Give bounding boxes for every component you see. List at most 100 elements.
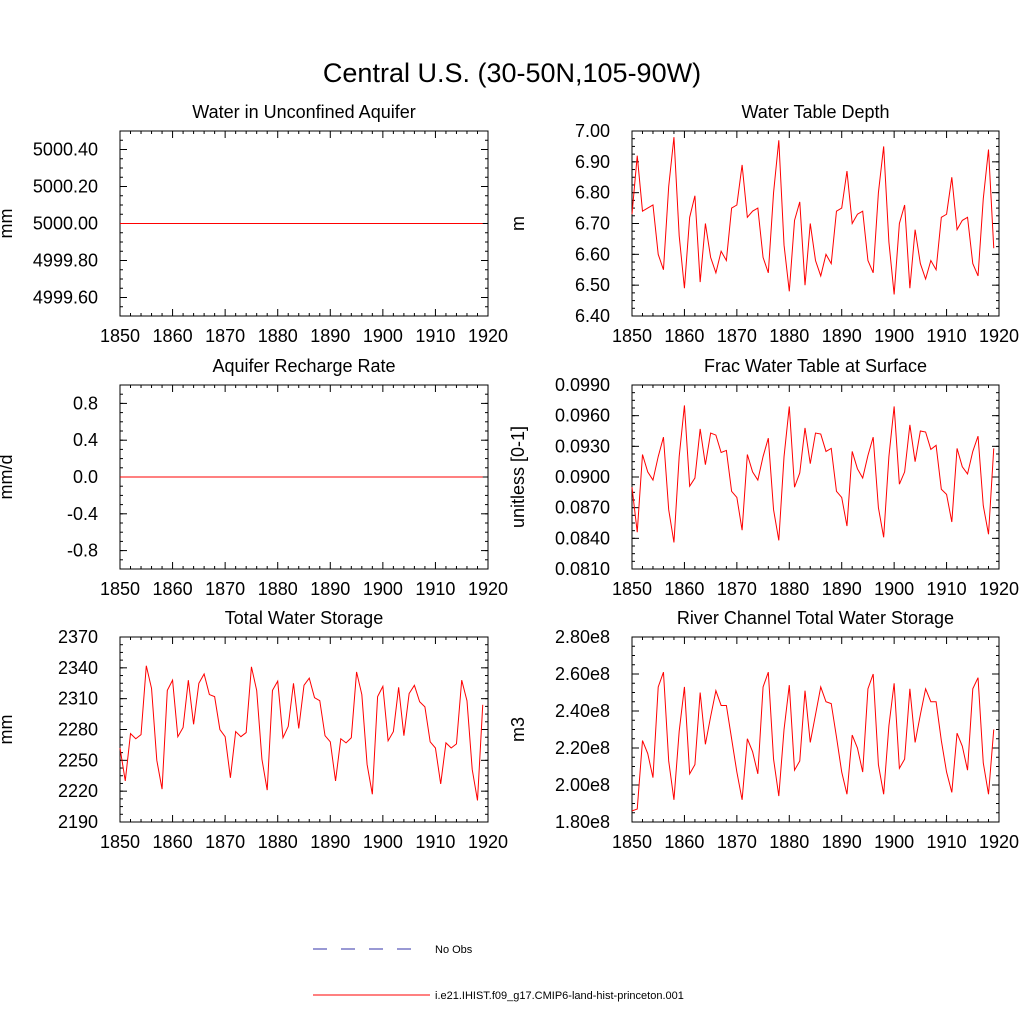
y-axis-label: unitless [0-1] xyxy=(508,426,528,528)
y-tick-label: 1.80e8 xyxy=(555,812,610,832)
x-tick-label: 1850 xyxy=(612,326,652,346)
x-tick-label: 1880 xyxy=(258,832,298,852)
x-tick-label: 1910 xyxy=(415,326,455,346)
x-tick-label: 1920 xyxy=(468,832,508,852)
x-tick-label: 1920 xyxy=(979,832,1019,852)
y-tick-label: 0.8 xyxy=(73,393,98,413)
y-tick-label: 5000.00 xyxy=(33,214,98,234)
y-tick-label: 6.40 xyxy=(575,306,610,326)
x-tick-label: 1850 xyxy=(100,579,140,599)
x-tick-label: 1880 xyxy=(769,326,809,346)
panel-3: Aquifer Recharge Rate 1850 1860 1870 1880 189… xyxy=(0,356,508,599)
y-tick-label: 5000.20 xyxy=(33,177,98,197)
series-line xyxy=(631,671,995,812)
x-tick-label: 1890 xyxy=(822,326,862,346)
y-tick-label: 6.90 xyxy=(575,152,610,172)
plot-frame xyxy=(631,384,1000,570)
y-tick-label: 6.50 xyxy=(575,275,610,295)
y-axis-label: mm xyxy=(0,209,16,239)
panel-6: River Channel Total Water Storage 1850 186… xyxy=(508,608,1019,852)
x-tick-label: 1870 xyxy=(205,579,245,599)
figure-title: Central U.S. (30-50N,105-90W) xyxy=(323,58,701,88)
x-tick-label: 1890 xyxy=(822,579,862,599)
x-tick-label: 1880 xyxy=(769,832,809,852)
x-tick-label: 1860 xyxy=(153,579,193,599)
y-tick-label: 2.00e8 xyxy=(555,775,610,795)
series-line xyxy=(631,405,995,543)
panel-4: Frac Water Table at Surface 1850 1860 1870 1… xyxy=(508,356,1019,599)
panel-5: Total Water Storage 1850 1860 1870 1880 1890 1… xyxy=(0,608,508,852)
x-tick-label: 1900 xyxy=(363,579,403,599)
legend: No Obs i.e21.IHIST.f09_g17.CMIP6-land-hi… xyxy=(313,944,684,1002)
x-tick-label: 1910 xyxy=(415,579,455,599)
x-tick-label: 1860 xyxy=(153,326,193,346)
x-tick-label: 1920 xyxy=(468,326,508,346)
y-tick-label: 2310 xyxy=(58,689,98,709)
series-line xyxy=(119,665,484,801)
y-tick-label: 0.0990 xyxy=(555,375,610,395)
panel-title: Total Water Storage xyxy=(225,608,383,628)
y-tick-label: 5000.40 xyxy=(33,140,98,160)
x-tick-label: 1860 xyxy=(153,832,193,852)
x-tick-label: 1850 xyxy=(612,832,652,852)
y-tick-label: 2.20e8 xyxy=(555,738,610,758)
x-tick-label: 1880 xyxy=(769,579,809,599)
panel-title: Water in Unconfined Aquifer xyxy=(192,102,415,122)
y-axis-label: m3 xyxy=(508,717,528,742)
y-tick-label: 2250 xyxy=(58,750,98,770)
y-tick-label: 2280 xyxy=(58,720,98,740)
y-tick-label: 2220 xyxy=(58,781,98,801)
x-tick-label: 1900 xyxy=(363,832,403,852)
y-tick-label: 0.0 xyxy=(73,467,98,487)
x-tick-label: 1860 xyxy=(664,326,704,346)
x-tick-label: 1900 xyxy=(874,579,914,599)
y-tick-label: 2.60e8 xyxy=(555,664,610,684)
x-tick-label: 1910 xyxy=(927,326,967,346)
x-tick-label: 1870 xyxy=(717,832,757,852)
y-tick-label: 2340 xyxy=(58,658,98,678)
y-tick-label: 0.0930 xyxy=(555,436,610,456)
x-tick-label: 1900 xyxy=(874,326,914,346)
y-axis-label: mm xyxy=(0,715,16,745)
x-tick-label: 1860 xyxy=(664,579,704,599)
plot-frame xyxy=(631,130,1000,317)
panel-2: Water Table Depth 1850 1860 1870 1880 1890 190… xyxy=(508,102,1019,346)
y-tick-label: 6.80 xyxy=(575,183,610,203)
x-tick-label: 1870 xyxy=(717,579,757,599)
x-tick-label: 1920 xyxy=(979,579,1019,599)
y-tick-label: 2.40e8 xyxy=(555,701,610,721)
legend-model-label: i.e21.IHIST.f09_g17.CMIP6-land-hist-prin… xyxy=(435,990,684,1002)
panel-1: Water in Unconfined Aquifer 1850 1860 1870 1… xyxy=(0,102,508,346)
x-tick-label: 1920 xyxy=(979,326,1019,346)
x-tick-label: 1860 xyxy=(664,832,704,852)
y-tick-label: 2190 xyxy=(58,812,98,832)
panel-title: Water Table Depth xyxy=(741,102,889,122)
y-tick-label: 0.4 xyxy=(73,430,98,450)
x-tick-label: 1850 xyxy=(100,326,140,346)
series-line xyxy=(631,137,995,295)
x-tick-label: 1910 xyxy=(927,832,967,852)
x-tick-label: 1870 xyxy=(717,326,757,346)
panels: Water in Unconfined Aquifer 1850 1860 1870 1… xyxy=(0,102,1019,852)
x-tick-label: 1920 xyxy=(468,579,508,599)
y-tick-label: 6.70 xyxy=(575,214,610,234)
x-tick-label: 1910 xyxy=(927,579,967,599)
y-tick-label: 4999.80 xyxy=(33,251,98,271)
y-tick-label: 0.0960 xyxy=(555,406,610,426)
legend-obs-label: No Obs xyxy=(435,944,473,956)
y-tick-label: 6.60 xyxy=(575,244,610,264)
x-tick-label: 1890 xyxy=(310,832,350,852)
x-tick-label: 1850 xyxy=(100,832,140,852)
y-axis-label: mm/d xyxy=(0,455,16,500)
x-tick-label: 1900 xyxy=(363,326,403,346)
x-tick-label: 1910 xyxy=(415,832,455,852)
x-tick-label: 1890 xyxy=(310,326,350,346)
y-tick-label: -0.8 xyxy=(67,541,98,561)
y-tick-label: 7.00 xyxy=(575,121,610,141)
plot-frame xyxy=(119,636,489,823)
y-tick-label: 0.0840 xyxy=(555,528,610,548)
panel-title: River Channel Total Water Storage xyxy=(677,608,954,628)
panel-title: Frac Water Table at Surface xyxy=(704,356,927,376)
y-tick-label: 0.0900 xyxy=(555,467,610,487)
